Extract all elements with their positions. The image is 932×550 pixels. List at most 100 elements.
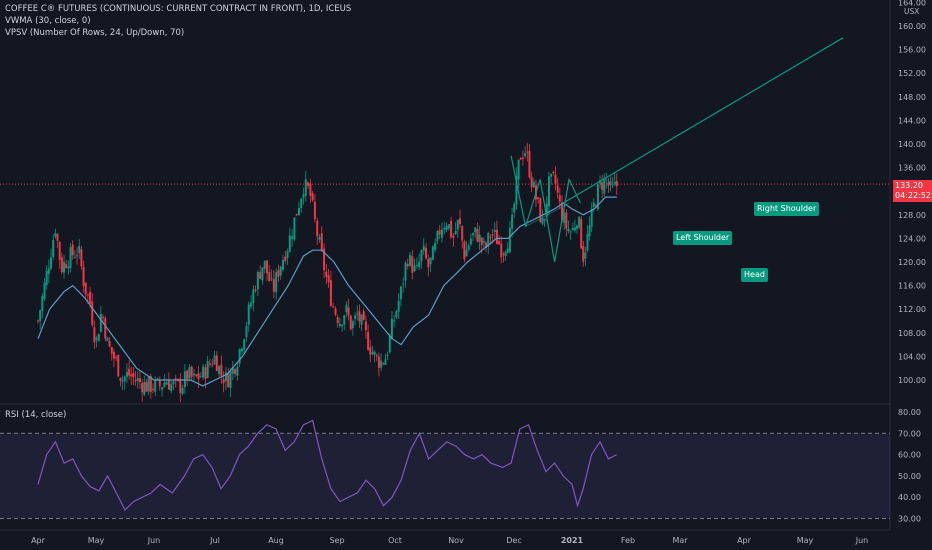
candle-body <box>584 252 587 259</box>
candle-body <box>323 248 326 271</box>
rsi-tick-label: 30.00 <box>898 515 921 524</box>
candle-body <box>450 220 453 238</box>
candle-body <box>578 216 581 228</box>
candle-body <box>288 235 291 252</box>
candle-body <box>373 351 376 355</box>
candle-body <box>362 311 365 320</box>
candle-body <box>573 227 576 231</box>
candle-body <box>99 313 102 332</box>
price-tick-label: 160.00 <box>898 22 926 31</box>
price-tick-label: 140.00 <box>898 140 926 149</box>
candle-body <box>506 248 509 253</box>
candle-body <box>115 357 118 359</box>
candle-body <box>240 348 243 352</box>
candle-body <box>39 310 42 322</box>
candle-body <box>311 193 314 201</box>
candle-body <box>172 381 175 385</box>
candle-body <box>476 229 479 242</box>
candle-body <box>371 352 374 355</box>
candle-body <box>138 378 141 383</box>
candle-body <box>199 376 202 378</box>
candle-body <box>500 243 503 258</box>
candle-body <box>43 282 46 299</box>
candle-body <box>243 339 246 350</box>
candle-body <box>104 318 107 339</box>
candle-body <box>461 226 464 241</box>
right-shoulder-label[interactable]: Right Shoulder <box>754 202 820 216</box>
candle-body <box>119 377 122 381</box>
vpsv-legend[interactable]: VPSV (Number Of Rows, 24, Up/Down, 70) <box>5 28 185 38</box>
rsi-legend[interactable]: RSI (14, close) <box>5 410 67 420</box>
candle-body <box>556 185 559 193</box>
time-tick-label: May <box>88 536 105 545</box>
candle-body <box>247 304 250 325</box>
candle-body <box>65 264 68 268</box>
candle-body <box>504 251 507 256</box>
candle-body <box>459 218 462 225</box>
candle-body <box>195 374 198 377</box>
candle-body <box>197 373 200 380</box>
bar-countdown: 04:22:52 <box>895 191 931 200</box>
candle-body <box>543 218 546 221</box>
candle-body <box>215 355 218 372</box>
candle-body <box>270 278 273 280</box>
candle-body <box>309 184 312 196</box>
candle-body <box>297 207 300 215</box>
candle-body <box>607 182 610 186</box>
left-shoulder-label[interactable]: Left Shoulder <box>673 231 733 245</box>
vwma-legend[interactable]: VWMA (30, close, 0) <box>5 16 91 26</box>
rsi-tick-label: 80.00 <box>898 408 921 417</box>
candle-body <box>541 218 544 224</box>
candle-body <box>91 301 94 325</box>
candle-body <box>82 266 85 286</box>
candle-body <box>384 359 387 366</box>
candle-body <box>304 179 307 196</box>
candle-body <box>60 257 63 272</box>
candle-body <box>487 233 490 247</box>
candle-body <box>186 370 189 380</box>
price-tick-label: 120.00 <box>898 258 926 267</box>
candle-body <box>121 380 124 382</box>
candle-body <box>447 224 450 229</box>
candle-body <box>167 380 170 390</box>
candle-body <box>93 327 96 343</box>
candle-body <box>482 240 485 243</box>
candle-body <box>238 349 241 364</box>
candle-body <box>404 262 407 281</box>
candle-body <box>325 271 328 278</box>
candle-body <box>110 346 113 354</box>
candle-body <box>149 376 152 392</box>
candle-body <box>554 174 557 184</box>
candle-body <box>588 225 591 237</box>
candle-body <box>409 254 412 266</box>
candle-body <box>603 177 606 194</box>
time-tick-label: Mar <box>672 536 688 545</box>
candle-body <box>320 233 323 251</box>
candle-body <box>526 151 529 153</box>
candle-body <box>272 279 275 292</box>
candle-body <box>117 355 120 377</box>
candle-body <box>97 334 100 342</box>
rsi-tick-label: 40.00 <box>898 493 921 502</box>
candle-body <box>465 250 468 257</box>
candle-body <box>364 321 367 331</box>
candle-body <box>508 227 511 252</box>
candle-body <box>156 378 159 380</box>
candle-body <box>443 228 446 230</box>
candle-body <box>45 270 48 286</box>
candle-body <box>336 317 339 324</box>
price-tick-label: 144.00 <box>898 116 926 125</box>
candle-body <box>474 227 477 233</box>
candle-body <box>181 387 184 394</box>
candle-body <box>236 366 239 376</box>
candle-body <box>576 225 579 229</box>
candle-body <box>592 202 595 208</box>
candle-body <box>395 311 398 318</box>
candle-body <box>480 237 483 245</box>
symbol-title[interactable]: COFFEE C® FUTURES (CONTINUOUS: CURRENT C… <box>5 4 352 14</box>
head-label[interactable]: Head <box>741 268 768 282</box>
candle-body <box>161 387 164 390</box>
candle-body <box>413 265 416 272</box>
